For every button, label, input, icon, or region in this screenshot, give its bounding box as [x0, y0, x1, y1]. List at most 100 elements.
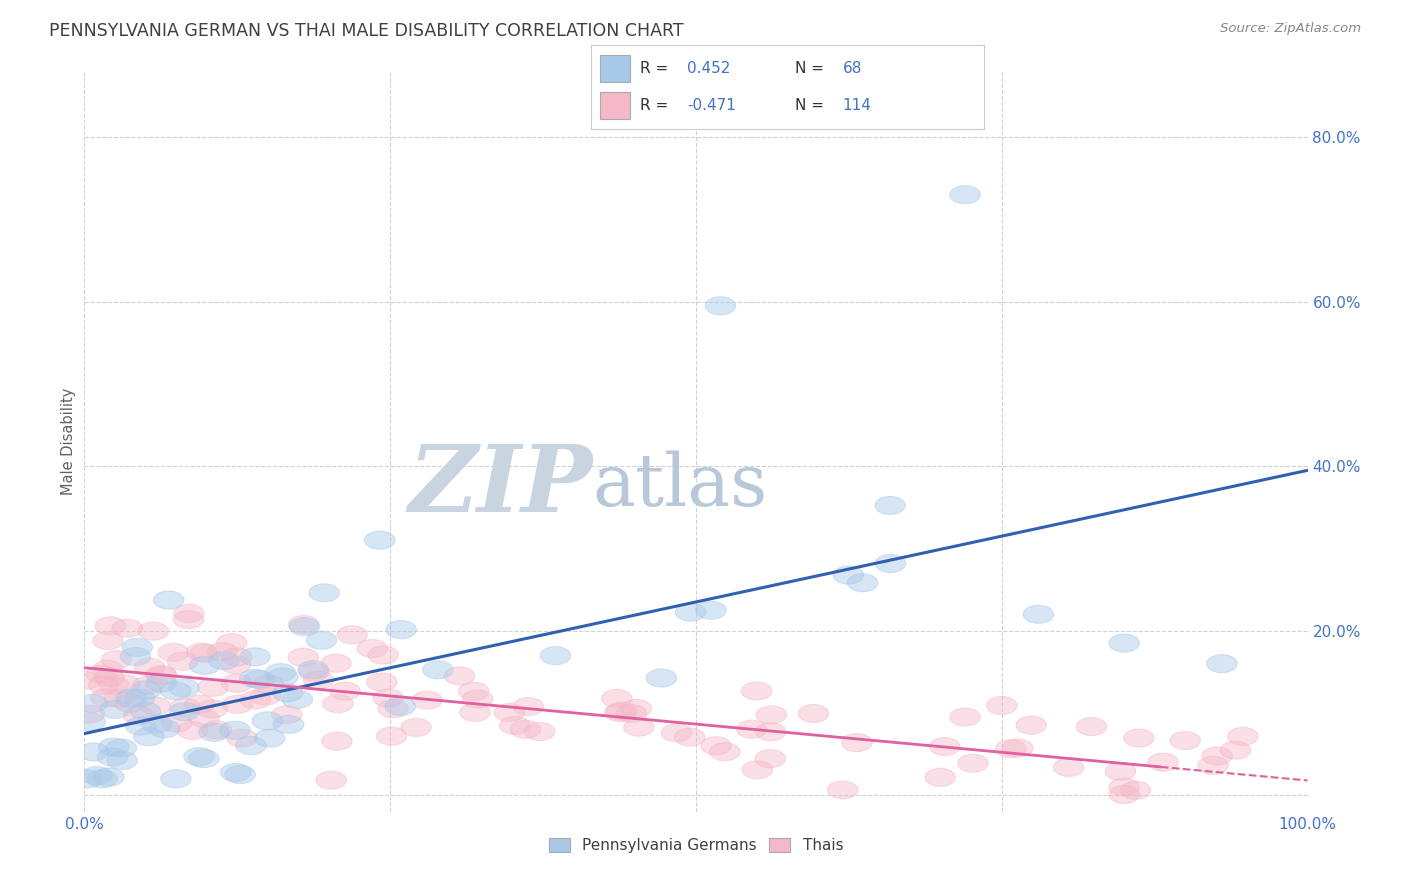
Ellipse shape	[208, 652, 239, 670]
Ellipse shape	[298, 661, 329, 679]
Ellipse shape	[337, 625, 367, 644]
Ellipse shape	[94, 768, 124, 786]
Ellipse shape	[160, 770, 191, 788]
Ellipse shape	[112, 619, 142, 637]
Ellipse shape	[273, 684, 302, 702]
Ellipse shape	[378, 699, 408, 718]
Ellipse shape	[100, 700, 131, 718]
Ellipse shape	[513, 698, 544, 715]
Ellipse shape	[385, 621, 416, 639]
Ellipse shape	[460, 703, 491, 722]
Ellipse shape	[458, 682, 489, 700]
Ellipse shape	[124, 706, 155, 724]
Ellipse shape	[737, 720, 766, 739]
Ellipse shape	[875, 497, 905, 515]
Ellipse shape	[304, 671, 333, 689]
Y-axis label: Male Disability: Male Disability	[60, 388, 76, 495]
Bar	[600, 54, 630, 82]
Ellipse shape	[271, 706, 302, 723]
Ellipse shape	[138, 622, 169, 640]
Ellipse shape	[131, 681, 162, 699]
Ellipse shape	[1109, 785, 1139, 804]
Ellipse shape	[929, 738, 960, 756]
Ellipse shape	[273, 715, 304, 733]
Ellipse shape	[322, 732, 352, 750]
Text: 0.452: 0.452	[688, 61, 730, 76]
Ellipse shape	[1024, 606, 1053, 624]
Text: N =: N =	[796, 98, 824, 113]
Ellipse shape	[385, 698, 416, 715]
Ellipse shape	[174, 604, 204, 623]
Ellipse shape	[621, 699, 651, 717]
Ellipse shape	[755, 749, 786, 768]
Ellipse shape	[160, 681, 191, 700]
Ellipse shape	[105, 739, 136, 757]
Ellipse shape	[197, 678, 228, 697]
Ellipse shape	[132, 676, 163, 694]
Ellipse shape	[950, 708, 980, 726]
Ellipse shape	[799, 705, 828, 723]
Ellipse shape	[1170, 731, 1201, 749]
Ellipse shape	[72, 770, 103, 788]
Ellipse shape	[463, 690, 494, 708]
Ellipse shape	[696, 601, 727, 619]
Ellipse shape	[675, 603, 706, 621]
Ellipse shape	[122, 638, 152, 657]
Ellipse shape	[184, 695, 215, 714]
Ellipse shape	[412, 691, 443, 709]
Ellipse shape	[1105, 763, 1136, 780]
Ellipse shape	[146, 665, 177, 683]
Ellipse shape	[373, 689, 404, 707]
Ellipse shape	[357, 640, 388, 657]
Ellipse shape	[169, 703, 200, 721]
Ellipse shape	[848, 574, 877, 591]
Ellipse shape	[86, 665, 117, 683]
Ellipse shape	[875, 555, 905, 573]
Ellipse shape	[700, 737, 731, 755]
Ellipse shape	[250, 687, 281, 705]
Ellipse shape	[124, 689, 155, 707]
Ellipse shape	[645, 669, 676, 687]
Ellipse shape	[1123, 729, 1154, 747]
Ellipse shape	[1202, 747, 1232, 765]
Ellipse shape	[157, 643, 188, 662]
Ellipse shape	[82, 766, 112, 785]
Ellipse shape	[217, 633, 247, 652]
Ellipse shape	[266, 664, 295, 681]
Ellipse shape	[605, 704, 636, 722]
Ellipse shape	[89, 676, 120, 694]
Ellipse shape	[950, 186, 980, 203]
Ellipse shape	[134, 658, 165, 676]
Ellipse shape	[186, 643, 217, 661]
Ellipse shape	[245, 671, 274, 689]
Ellipse shape	[173, 610, 204, 629]
Ellipse shape	[298, 663, 329, 681]
Ellipse shape	[524, 723, 555, 740]
Ellipse shape	[623, 718, 654, 736]
Ellipse shape	[1053, 758, 1084, 776]
Ellipse shape	[254, 729, 285, 747]
Ellipse shape	[142, 714, 173, 733]
Ellipse shape	[377, 727, 406, 745]
Text: R =: R =	[640, 98, 668, 113]
Ellipse shape	[222, 648, 252, 666]
Ellipse shape	[100, 677, 129, 695]
Ellipse shape	[240, 691, 271, 709]
Ellipse shape	[995, 739, 1026, 757]
Ellipse shape	[1076, 717, 1107, 736]
Text: PENNSYLVANIA GERMAN VS THAI MALE DISABILITY CORRELATION CHART: PENNSYLVANIA GERMAN VS THAI MALE DISABIL…	[49, 22, 683, 40]
Ellipse shape	[423, 661, 453, 679]
Ellipse shape	[316, 771, 346, 789]
Ellipse shape	[184, 747, 214, 765]
Text: Source: ZipAtlas.com: Source: ZipAtlas.com	[1220, 22, 1361, 36]
Ellipse shape	[93, 632, 124, 649]
Ellipse shape	[107, 751, 138, 770]
Ellipse shape	[706, 297, 735, 315]
Ellipse shape	[252, 712, 283, 730]
Ellipse shape	[987, 697, 1017, 714]
Ellipse shape	[167, 652, 198, 671]
Text: atlas: atlas	[592, 450, 768, 521]
Ellipse shape	[177, 722, 208, 739]
Ellipse shape	[121, 648, 150, 665]
Ellipse shape	[75, 705, 104, 723]
